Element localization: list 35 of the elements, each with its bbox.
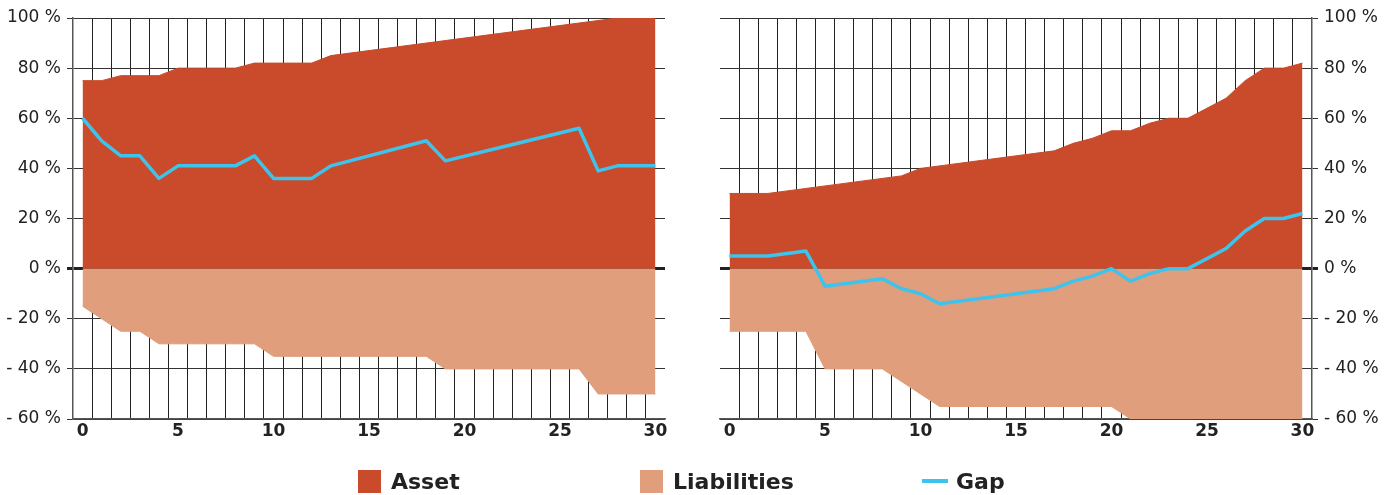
x-tick-label: 10 <box>908 419 933 440</box>
y-tick-label: 80 % <box>17 56 61 77</box>
y2-tick-label: - 20 % <box>1324 307 1379 328</box>
x-tick-label: 25 <box>1195 419 1219 440</box>
y2-tick-label: 60 % <box>1324 106 1368 127</box>
y2-tick-label: 20 % <box>1324 206 1368 227</box>
y-tick-label: 60 % <box>17 106 61 127</box>
y2-tick-label: 40 % <box>1324 156 1368 177</box>
y-tick-label: - 40 % <box>6 357 61 378</box>
x-tick-label: 20 <box>1099 419 1124 440</box>
x-tick-label: 5 <box>172 419 184 440</box>
y-tick-label: 40 % <box>17 156 61 177</box>
x-tick-label: 30 <box>1290 419 1315 440</box>
x-tick-label: 0 <box>76 419 89 440</box>
y-tick-label: 0 % <box>28 257 61 278</box>
x-tick-label: 20 <box>452 419 477 440</box>
y2-tick-label: 0 % <box>1324 257 1357 278</box>
y-tick-label: - 20 % <box>6 307 61 328</box>
y2-tick-label: 100 % <box>1324 6 1379 27</box>
x-tick-label: 0 <box>723 419 736 440</box>
y-tick-label: - 60 % <box>6 407 61 428</box>
x-tick-label: 5 <box>819 419 831 440</box>
y2-tick-label: 80 % <box>1324 56 1368 77</box>
legend-label: Asset <box>391 468 460 494</box>
x-tick-label: 30 <box>643 419 668 440</box>
y-tick-label: 100 % <box>6 6 61 27</box>
x-tick-label: 15 <box>357 419 381 440</box>
y2-tick-label: - 60 % <box>1324 407 1379 428</box>
y2-tick-label: - 40 % <box>1324 357 1379 378</box>
y-tick-label: 20 % <box>17 206 61 227</box>
legend-label: Gap <box>956 468 1005 494</box>
legend-label: Liabilities <box>673 468 794 494</box>
x-tick-label: 15 <box>1004 419 1028 440</box>
x-tick-label: 10 <box>261 419 286 440</box>
x-tick-label: 25 <box>548 419 572 440</box>
